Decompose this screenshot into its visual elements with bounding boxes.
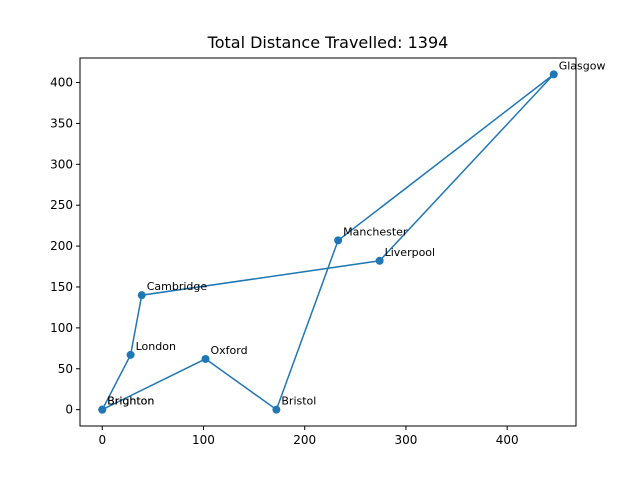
city-label: Glasgow <box>559 59 606 72</box>
y-tick-label: 100 <box>50 321 73 335</box>
city-label: Manchester <box>343 225 408 238</box>
city-point <box>201 354 210 363</box>
x-tick-label: 300 <box>394 433 417 447</box>
city-label: Bristol <box>281 395 316 408</box>
y-tick-label: 150 <box>50 280 73 294</box>
y-tick-label: 50 <box>58 362 73 376</box>
route-line <box>101 73 555 411</box>
y-tick-label: 0 <box>65 403 73 417</box>
x-tick-label: 400 <box>496 433 519 447</box>
city-label: Oxford <box>211 344 248 357</box>
city-point <box>549 70 558 79</box>
x-tick-label: 100 <box>192 433 215 447</box>
city-point <box>375 256 384 265</box>
y-tick-label: 400 <box>50 76 73 90</box>
city-point <box>137 291 146 300</box>
city-point <box>126 350 135 359</box>
city-point <box>272 405 281 414</box>
city-label: London <box>136 340 176 353</box>
city-point <box>334 236 343 245</box>
y-tick-label: 350 <box>50 116 73 130</box>
y-tick-label: 250 <box>50 198 73 212</box>
city-label: Brighton <box>107 395 154 408</box>
x-tick-label: 0 <box>98 433 106 447</box>
plot-area <box>79 57 577 427</box>
city-label: Cambridge <box>147 280 208 293</box>
y-tick-label: 200 <box>50 239 73 253</box>
x-tick-label: 200 <box>293 433 316 447</box>
point-labels: Brighton London Cambridge Liverpool Glasgow M… <box>107 59 605 407</box>
city-label: Liverpool <box>385 246 435 259</box>
city-label: Brighton <box>107 395 154 408</box>
city-point <box>98 405 107 414</box>
axis-ticks: 0 100 200 300 400 0 50 100 150 200 250 300 350 400 <box>50 76 519 447</box>
y-tick-label: 300 <box>50 157 73 171</box>
route-series <box>98 70 558 414</box>
chart-title: Total Distance Travelled: 1394 <box>207 33 449 52</box>
